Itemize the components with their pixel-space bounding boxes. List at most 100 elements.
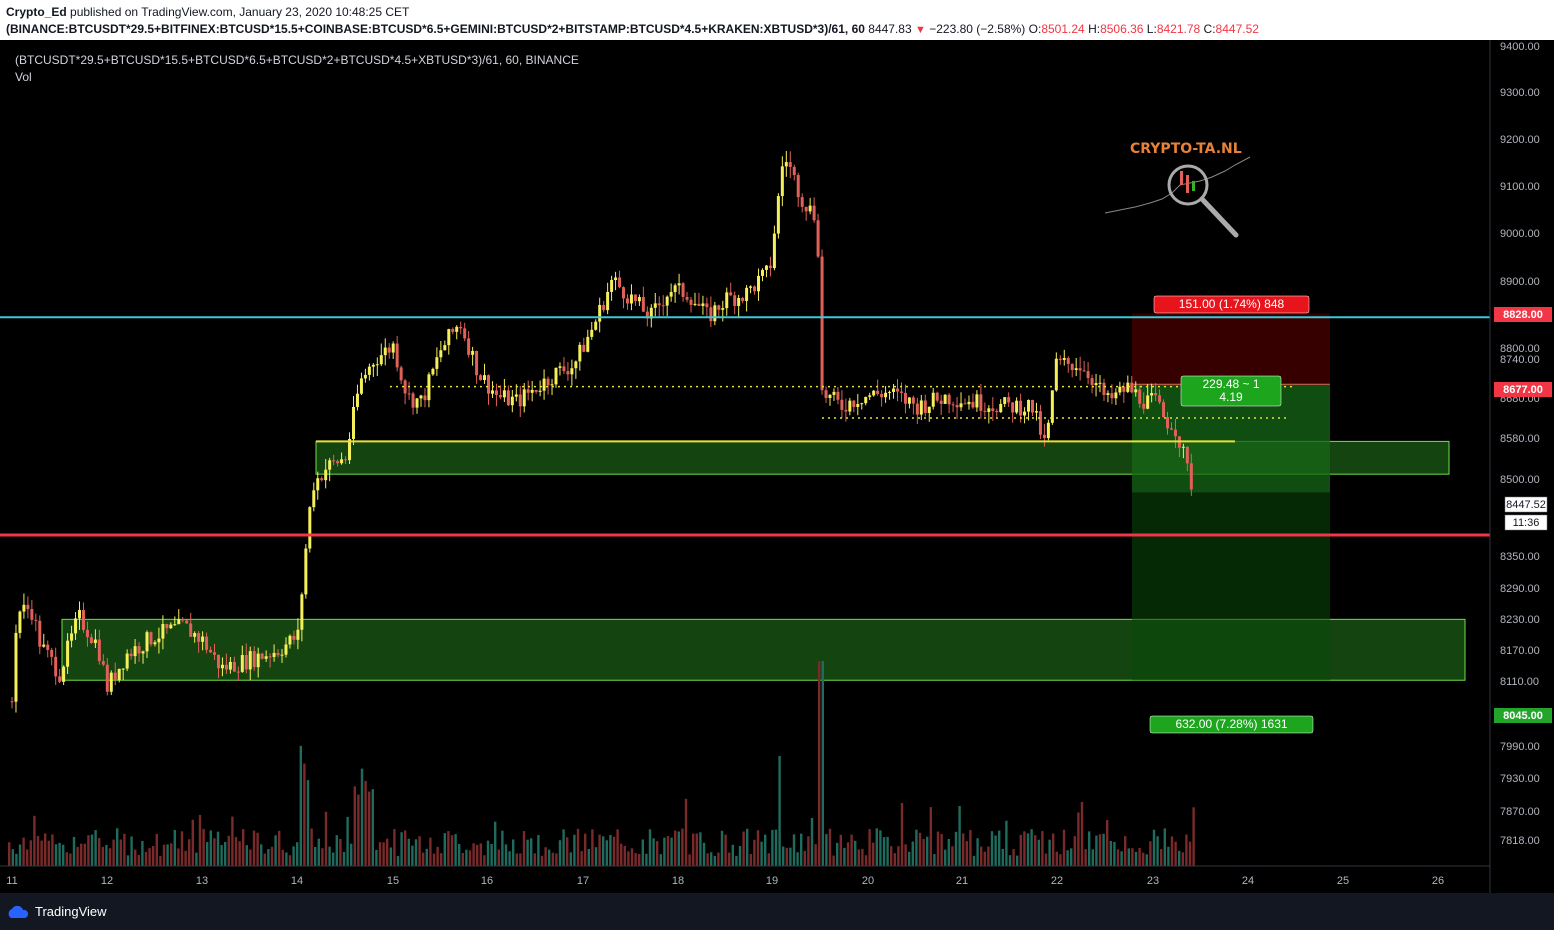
candle-body: [177, 619, 181, 625]
volume-bar: [843, 847, 846, 866]
volume-legend[interactable]: Vol: [15, 70, 32, 84]
volume-bar: [465, 849, 468, 866]
volume-bar: [33, 815, 36, 866]
candle-body: [1114, 392, 1118, 399]
volume-bar: [738, 846, 742, 866]
candle-body: [657, 303, 661, 306]
candle-body: [451, 329, 455, 332]
volume-bar: [497, 849, 500, 866]
volume-bar: [101, 846, 104, 866]
volume-bar: [879, 830, 882, 866]
candle-body: [844, 409, 848, 412]
symbol-name[interactable]: (BINANCE:BTCUSDT*29.5+BITFINEX:BTCUSD*15…: [6, 22, 865, 36]
volume-bar: [274, 835, 277, 866]
author-name[interactable]: Crypto_Ed: [6, 5, 67, 19]
candle-body: [987, 408, 991, 412]
volume-bar: [468, 850, 472, 866]
candle-body: [622, 287, 626, 299]
candle-body: [240, 655, 244, 672]
candle-body: [610, 280, 614, 292]
candle-body: [459, 326, 463, 329]
candle-body: [296, 629, 300, 640]
volume-bar: [306, 780, 310, 866]
candle-body: [764, 265, 768, 270]
candle-body: [30, 609, 34, 620]
candle-body: [280, 654, 284, 656]
volume-bar: [1113, 841, 1116, 866]
stop-loss-area: [1132, 313, 1330, 385]
close-value: 8447.52: [1215, 22, 1259, 36]
y-tick-label: 8350.00: [1500, 551, 1540, 563]
volume-bar: [36, 835, 40, 866]
x-tick-label: 16: [481, 875, 493, 887]
volume-bar: [332, 852, 335, 866]
volume-bar: [296, 842, 299, 866]
volume-bar: [72, 836, 76, 866]
target-label: 632.00 (7.28%) 1631: [1149, 715, 1314, 734]
candle-body: [542, 378, 546, 391]
volume-bar: [324, 811, 328, 866]
candle-body: [101, 661, 105, 665]
volume-bar: [494, 821, 497, 866]
volume-bar: [1160, 849, 1163, 866]
candle-body: [355, 393, 359, 407]
volume-bar: [832, 855, 835, 866]
volume-bar: [893, 853, 896, 866]
candle-body: [348, 438, 352, 461]
candle-body: [923, 400, 927, 413]
candle-body: [880, 393, 884, 398]
candle-body: [1169, 428, 1173, 430]
candle-body: [85, 629, 89, 638]
candle-body: [753, 286, 757, 292]
candle-body: [570, 368, 574, 375]
volume-bar: [864, 855, 868, 866]
volume-bar: [191, 819, 194, 866]
volume-bar: [184, 850, 187, 866]
volume-bar: [166, 844, 169, 866]
candle-body: [935, 392, 939, 401]
volume-bar: [112, 839, 115, 866]
volume-bar: [1066, 850, 1069, 866]
volume-bar: [69, 853, 72, 866]
volume-bar: [1167, 846, 1170, 866]
series-legend[interactable]: (BTCUSDT*29.5+BTCUSD*15.5+BTCUSD*6.5+BTC…: [15, 53, 579, 67]
x-tick-label: 22: [1051, 875, 1063, 887]
candle-body: [558, 366, 562, 368]
volume-bar: [486, 840, 490, 866]
price-chart[interactable]: 9400.00 9300.00 9200.00 9100.00 9000.00 8900.…: [0, 40, 1554, 893]
x-tick-label: 23: [1147, 875, 1159, 887]
candle-body: [1015, 400, 1019, 413]
volume-bar: [454, 834, 457, 866]
volume-bar: [1037, 839, 1040, 866]
candle-body: [248, 651, 252, 670]
candle-body: [213, 652, 217, 655]
volume-bar: [1127, 848, 1130, 866]
candle-body: [129, 653, 133, 657]
candle-body: [272, 652, 276, 657]
tradingview-logo[interactable]: TradingView: [6, 904, 107, 919]
volume-bar: [83, 843, 86, 866]
volume-bar: [796, 852, 799, 866]
y-tick-label: 9400.00: [1500, 41, 1540, 53]
candle-body: [808, 205, 812, 212]
candle-body: [526, 389, 530, 393]
candle-body: [907, 397, 911, 404]
volume-bar: [778, 756, 781, 866]
volume-bar: [663, 837, 666, 866]
volume-bar: [1084, 849, 1087, 866]
volume-bar: [22, 837, 25, 866]
volume-bar: [368, 791, 371, 866]
volume-bar: [29, 840, 32, 866]
volume-bar: [922, 838, 925, 866]
volume-bar: [299, 745, 302, 866]
candle-body: [1038, 411, 1042, 435]
candle-body: [276, 652, 280, 656]
candle-body: [836, 391, 840, 400]
candle-body: [443, 345, 447, 351]
candle-body: [62, 666, 66, 682]
y-tick-label: 8290.00: [1500, 583, 1540, 595]
y-tick-label: 9200.00: [1500, 134, 1540, 146]
volume-bar: [263, 853, 266, 866]
candle-body: [903, 392, 907, 404]
volume-bar: [760, 841, 763, 866]
